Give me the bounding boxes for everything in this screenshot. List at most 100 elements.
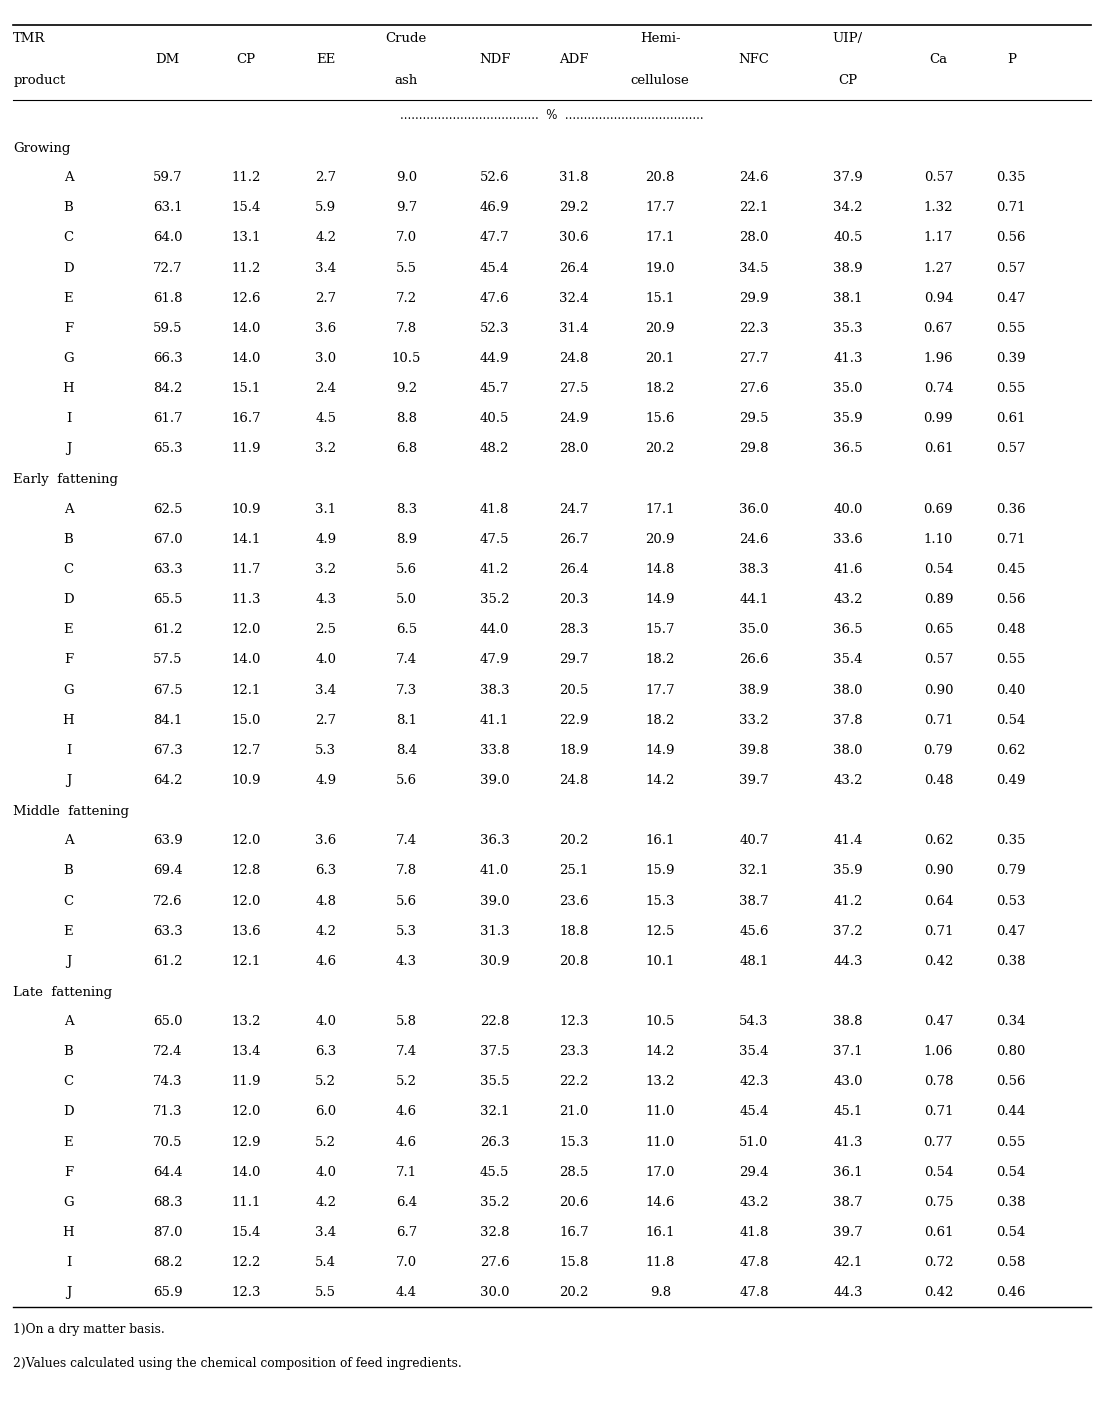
Text: 0.79: 0.79 — [997, 865, 1026, 877]
Text: 19.0: 19.0 — [646, 262, 675, 275]
Text: 15.4: 15.4 — [232, 201, 261, 214]
Text: 24.8: 24.8 — [560, 352, 588, 365]
Text: 27.6: 27.6 — [740, 382, 768, 395]
Text: E: E — [64, 1136, 73, 1149]
Text: 0.74: 0.74 — [924, 382, 953, 395]
Text: 62.5: 62.5 — [153, 502, 182, 515]
Text: 5.4: 5.4 — [315, 1257, 337, 1269]
Text: B: B — [64, 1046, 73, 1058]
Text: 5.2: 5.2 — [395, 1075, 417, 1088]
Text: 71.3: 71.3 — [153, 1105, 182, 1118]
Text: 64.0: 64.0 — [153, 232, 182, 245]
Text: 87.0: 87.0 — [153, 1225, 182, 1240]
Text: ADF: ADF — [560, 52, 588, 65]
Text: 35.0: 35.0 — [740, 623, 768, 637]
Text: 63.3: 63.3 — [153, 924, 182, 938]
Text: 4.3: 4.3 — [395, 955, 417, 968]
Text: 20.3: 20.3 — [560, 593, 588, 606]
Text: 6.3: 6.3 — [315, 865, 337, 877]
Text: 38.3: 38.3 — [740, 563, 768, 576]
Text: 4.2: 4.2 — [315, 924, 337, 938]
Text: 42.1: 42.1 — [834, 1257, 862, 1269]
Text: 26.3: 26.3 — [480, 1136, 509, 1149]
Text: 31.4: 31.4 — [560, 321, 588, 335]
Text: 30.6: 30.6 — [560, 232, 588, 245]
Text: 44.3: 44.3 — [834, 1286, 862, 1299]
Text: 31.8: 31.8 — [560, 171, 588, 184]
Text: 35.9: 35.9 — [834, 412, 862, 426]
Text: 39.8: 39.8 — [740, 744, 768, 757]
Text: 33.8: 33.8 — [480, 744, 509, 757]
Text: 67.0: 67.0 — [153, 533, 182, 546]
Text: 5.5: 5.5 — [315, 1286, 337, 1299]
Text: 35.4: 35.4 — [834, 654, 862, 666]
Text: H: H — [63, 713, 74, 727]
Text: 13.2: 13.2 — [232, 1015, 261, 1029]
Text: 38.7: 38.7 — [834, 1196, 862, 1208]
Text: 18.2: 18.2 — [646, 382, 675, 395]
Text: 43.2: 43.2 — [740, 1196, 768, 1208]
Text: G: G — [63, 352, 74, 365]
Text: 48.1: 48.1 — [740, 955, 768, 968]
Text: 14.6: 14.6 — [646, 1196, 675, 1208]
Text: 66.3: 66.3 — [153, 352, 182, 365]
Text: 3.4: 3.4 — [315, 262, 337, 275]
Text: 0.90: 0.90 — [924, 683, 953, 696]
Text: 1)On a dry matter basis.: 1)On a dry matter basis. — [13, 1323, 164, 1336]
Text: 39.0: 39.0 — [480, 774, 509, 787]
Text: 4.8: 4.8 — [315, 894, 337, 907]
Text: 35.4: 35.4 — [740, 1046, 768, 1058]
Text: 10.9: 10.9 — [232, 774, 261, 787]
Text: 14.9: 14.9 — [646, 744, 675, 757]
Text: 15.4: 15.4 — [232, 1225, 261, 1240]
Text: 0.61: 0.61 — [997, 412, 1026, 426]
Text: 4.6: 4.6 — [315, 955, 337, 968]
Text: 14.9: 14.9 — [646, 593, 675, 606]
Text: 12.5: 12.5 — [646, 924, 675, 938]
Text: 48.2: 48.2 — [480, 443, 509, 456]
Text: 40.7: 40.7 — [740, 835, 768, 848]
Text: 6.0: 6.0 — [315, 1105, 337, 1118]
Text: 14.2: 14.2 — [646, 1046, 675, 1058]
Text: CP: CP — [838, 74, 858, 86]
Text: 0.55: 0.55 — [997, 382, 1026, 395]
Text: 37.9: 37.9 — [834, 171, 862, 184]
Text: 0.77: 0.77 — [924, 1136, 953, 1149]
Text: 17.1: 17.1 — [646, 232, 675, 245]
Text: 12.6: 12.6 — [232, 291, 261, 304]
Text: 40.5: 40.5 — [834, 232, 862, 245]
Text: 43.0: 43.0 — [834, 1075, 862, 1088]
Text: 27.6: 27.6 — [480, 1257, 509, 1269]
Text: 54.3: 54.3 — [740, 1015, 768, 1029]
Text: 11.9: 11.9 — [232, 443, 261, 456]
Text: 29.2: 29.2 — [560, 201, 588, 214]
Text: 4.3: 4.3 — [315, 593, 337, 606]
Text: 18.2: 18.2 — [646, 654, 675, 666]
Text: 8.4: 8.4 — [395, 744, 417, 757]
Text: DM: DM — [156, 52, 180, 65]
Text: 0.38: 0.38 — [997, 1196, 1026, 1208]
Text: 37.2: 37.2 — [834, 924, 862, 938]
Text: 45.5: 45.5 — [480, 1166, 509, 1179]
Text: 20.9: 20.9 — [646, 321, 675, 335]
Text: 38.0: 38.0 — [834, 744, 862, 757]
Text: 45.4: 45.4 — [480, 262, 509, 275]
Text: 0.61: 0.61 — [924, 443, 953, 456]
Text: 0.53: 0.53 — [997, 894, 1026, 907]
Text: 0.55: 0.55 — [997, 321, 1026, 335]
Text: 22.9: 22.9 — [560, 713, 588, 727]
Text: 0.99: 0.99 — [924, 412, 953, 426]
Text: 12.2: 12.2 — [232, 1257, 261, 1269]
Text: 57.5: 57.5 — [153, 654, 182, 666]
Text: 17.1: 17.1 — [646, 502, 675, 515]
Text: 21.0: 21.0 — [560, 1105, 588, 1118]
Text: 27.7: 27.7 — [740, 352, 768, 365]
Text: 30.9: 30.9 — [480, 955, 509, 968]
Text: 36.5: 36.5 — [834, 623, 862, 637]
Text: 45.7: 45.7 — [480, 382, 509, 395]
Text: 0.64: 0.64 — [924, 894, 953, 907]
Text: 5.6: 5.6 — [395, 774, 417, 787]
Text: 61.8: 61.8 — [153, 291, 182, 304]
Text: I: I — [66, 1257, 71, 1269]
Text: 17.7: 17.7 — [646, 201, 675, 214]
